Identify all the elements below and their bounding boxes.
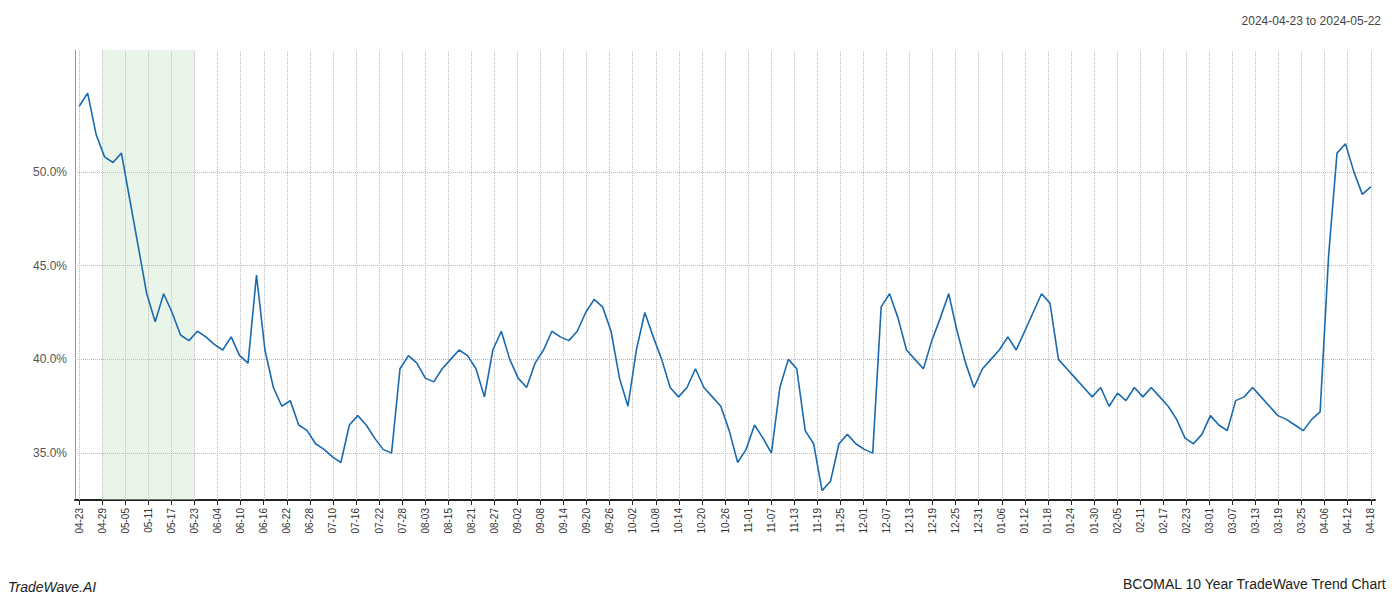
- svg-text:06-10: 06-10: [235, 508, 246, 534]
- svg-text:10-20: 10-20: [696, 508, 707, 534]
- svg-text:10-08: 10-08: [650, 508, 661, 534]
- svg-text:08-03: 08-03: [420, 508, 431, 534]
- svg-text:05-11: 05-11: [143, 508, 154, 533]
- svg-text:08-21: 08-21: [466, 508, 477, 534]
- svg-text:11-19: 11-19: [812, 508, 823, 533]
- svg-text:06-22: 06-22: [281, 508, 292, 534]
- svg-text:02-17: 02-17: [1158, 508, 1169, 534]
- svg-text:03-01: 03-01: [1204, 508, 1215, 534]
- svg-text:04-12: 04-12: [1342, 508, 1353, 534]
- svg-text:10-02: 10-02: [627, 508, 638, 534]
- svg-text:2024-04-23 to 2024-05-22: 2024-04-23 to 2024-05-22: [1242, 14, 1382, 28]
- svg-text:09-02: 09-02: [512, 508, 523, 534]
- svg-text:12-07: 12-07: [881, 508, 892, 534]
- svg-text:09-20: 09-20: [581, 508, 592, 534]
- svg-text:45.0%: 45.0%: [33, 259, 67, 273]
- svg-text:TradeWave.AI: TradeWave.AI: [8, 579, 96, 595]
- svg-text:07-10: 07-10: [327, 508, 338, 534]
- svg-text:11-13: 11-13: [789, 508, 800, 533]
- svg-text:12-25: 12-25: [950, 508, 961, 534]
- svg-text:04-29: 04-29: [97, 508, 108, 534]
- svg-text:04-18: 04-18: [1365, 508, 1376, 534]
- svg-text:12-13: 12-13: [904, 508, 915, 534]
- svg-text:08-15: 08-15: [443, 508, 454, 534]
- svg-text:11-01: 11-01: [743, 508, 754, 533]
- svg-text:05-23: 05-23: [189, 508, 200, 534]
- svg-text:06-16: 06-16: [258, 508, 269, 534]
- svg-text:03-07: 03-07: [1227, 508, 1238, 534]
- svg-text:11-07: 11-07: [766, 508, 777, 533]
- svg-text:40.0%: 40.0%: [33, 352, 67, 366]
- svg-text:07-22: 07-22: [374, 508, 385, 534]
- svg-text:07-28: 07-28: [397, 508, 408, 534]
- svg-text:03-25: 03-25: [1296, 508, 1307, 534]
- svg-text:01-06: 01-06: [996, 508, 1007, 534]
- svg-text:08-27: 08-27: [489, 508, 500, 534]
- svg-text:01-12: 01-12: [1019, 508, 1030, 534]
- svg-text:10-26: 10-26: [720, 508, 731, 534]
- svg-text:02-11: 02-11: [1135, 508, 1146, 533]
- svg-text:03-19: 03-19: [1273, 508, 1284, 534]
- svg-text:09-08: 09-08: [535, 508, 546, 534]
- svg-text:12-01: 12-01: [858, 508, 869, 534]
- svg-text:11-25: 11-25: [835, 508, 846, 533]
- svg-text:02-23: 02-23: [1181, 508, 1192, 534]
- svg-text:07-16: 07-16: [350, 508, 361, 534]
- svg-text:04-06: 04-06: [1319, 508, 1330, 534]
- svg-text:12-31: 12-31: [973, 508, 984, 534]
- svg-text:09-26: 09-26: [604, 508, 615, 534]
- svg-text:01-24: 01-24: [1065, 508, 1076, 534]
- svg-text:09-14: 09-14: [558, 508, 569, 534]
- svg-text:01-30: 01-30: [1089, 508, 1100, 534]
- svg-text:03-13: 03-13: [1250, 508, 1261, 534]
- svg-text:BCOMAL 10 Year TradeWave Trend: BCOMAL 10 Year TradeWave Trend Chart: [1123, 576, 1386, 592]
- svg-text:06-28: 06-28: [304, 508, 315, 534]
- svg-text:10-14: 10-14: [673, 508, 684, 534]
- svg-text:05-17: 05-17: [166, 508, 177, 534]
- svg-text:12-19: 12-19: [927, 508, 938, 534]
- svg-text:05-05: 05-05: [120, 508, 131, 534]
- svg-text:04-23: 04-23: [74, 508, 85, 534]
- svg-text:02-05: 02-05: [1112, 508, 1123, 534]
- svg-text:01-18: 01-18: [1042, 508, 1053, 534]
- svg-text:50.0%: 50.0%: [33, 165, 67, 179]
- svg-text:35.0%: 35.0%: [33, 446, 67, 460]
- svg-text:06-04: 06-04: [212, 508, 223, 534]
